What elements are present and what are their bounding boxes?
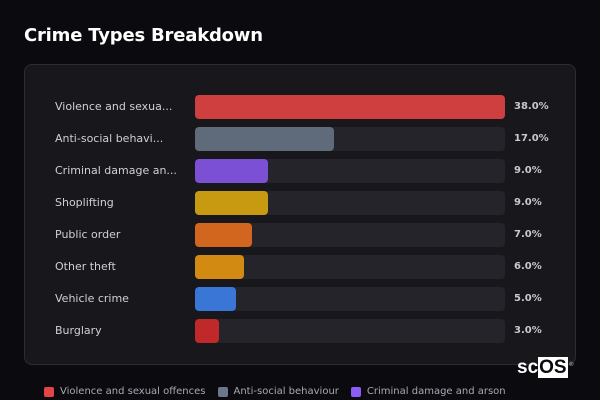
bar-label: Other theft: [55, 260, 116, 273]
legend-swatch-icon: [217, 386, 228, 397]
legend-swatch-icon: [350, 386, 361, 397]
bar-fill[interactable]: [195, 287, 236, 311]
bar-value: 3.0%: [514, 325, 542, 336]
bar-track: [195, 319, 505, 343]
bar-track: [195, 127, 505, 151]
bar-row: Shoplifting 9.0%: [25, 191, 575, 215]
bar-value: 9.0%: [514, 197, 542, 208]
watermark-boxed: OS: [538, 357, 568, 378]
chart-panel: Violence and sexua... 38.0% Anti-social be…: [24, 64, 576, 365]
bar-label: Burglary: [55, 324, 102, 337]
bar-row: Public order 7.0%: [25, 223, 575, 247]
legend-item[interactable]: Violence and sexual offences: [44, 386, 206, 397]
bar-label: Public order: [55, 228, 121, 241]
bar-row: Criminal damage an... 9.0%: [25, 159, 575, 183]
bar-track: [195, 159, 505, 183]
bar-value: 17.0%: [514, 133, 549, 144]
bar-label: Violence and sexua...: [55, 100, 173, 113]
bar-fill[interactable]: [195, 223, 253, 247]
bar-row: Other theft 6.0%: [25, 255, 575, 279]
legend-label: Anti-social behaviour: [233, 386, 339, 397]
legend-label: Criminal damage and arson: [366, 386, 506, 397]
bar-label: Anti-social behavi...: [55, 132, 164, 145]
bar-value: 6.0%: [514, 261, 542, 272]
bar-label: Shoplifting: [55, 196, 114, 209]
registered-mark-icon: ®: [569, 362, 574, 368]
bar-row: Violence and sexua... 38.0%: [25, 95, 575, 119]
page-title: Crime Types Breakdown: [24, 25, 263, 46]
bar-fill[interactable]: [195, 319, 220, 343]
bar-track: [195, 191, 505, 215]
bar-track: [195, 287, 505, 311]
bar-row: Vehicle crime 5.0%: [25, 287, 575, 311]
bar-fill[interactable]: [195, 159, 269, 183]
legend-item[interactable]: Anti-social behaviour: [217, 386, 339, 397]
legend-item[interactable]: Criminal damage and arson: [350, 386, 506, 397]
bar-track: [195, 95, 505, 119]
bar-value: 9.0%: [514, 165, 542, 176]
bar-label: Criminal damage an...: [55, 164, 177, 177]
bar-track: [195, 223, 505, 247]
bar-fill[interactable]: [195, 191, 269, 215]
watermark-logo: scOS ®: [517, 357, 574, 379]
bar-fill[interactable]: [195, 95, 505, 119]
bar-label: Vehicle crime: [55, 292, 129, 305]
bar-value: 5.0%: [514, 293, 542, 304]
bar-row: Anti-social behavi... 17.0%: [25, 127, 575, 151]
watermark-prefix: sc: [517, 357, 539, 378]
bar-value: 7.0%: [514, 229, 542, 240]
bar-fill[interactable]: [195, 127, 334, 151]
bar-fill[interactable]: [195, 255, 244, 279]
legend-swatch-icon: [44, 386, 54, 397]
chart-legend: Violence and sexual offences Anti-social …: [44, 386, 506, 397]
legend-label: Violence and sexual offences: [60, 386, 206, 397]
bar-value: 38.0%: [514, 101, 549, 112]
bar-track: [195, 255, 505, 279]
bar-row: Burglary 3.0%: [25, 319, 575, 343]
